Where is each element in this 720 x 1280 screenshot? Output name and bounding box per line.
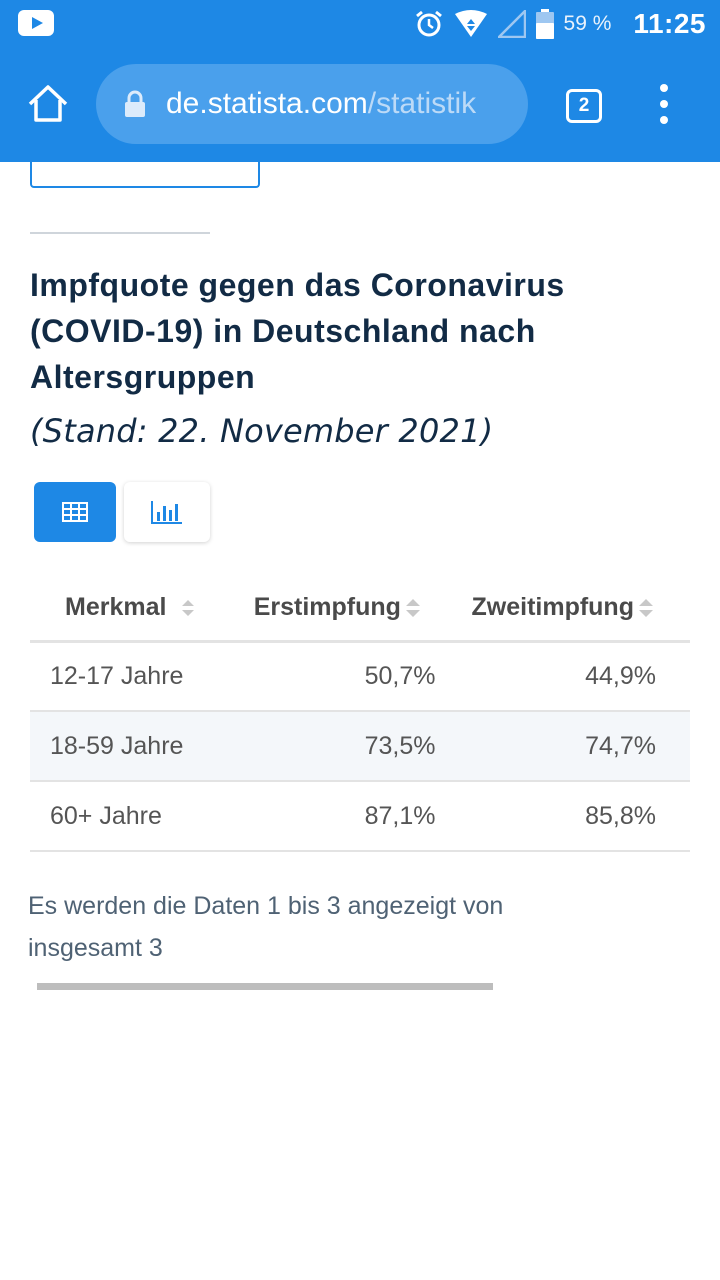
horizontal-scrollbar[interactable]	[37, 983, 493, 990]
clock: 11:25	[633, 8, 706, 39]
column-header-erstimpfung[interactable]: Erstimpfung	[236, 575, 456, 643]
cell-erstimpfung: 87,1%	[236, 781, 456, 852]
alarm-icon	[415, 10, 442, 37]
youtube-notification-icon	[18, 10, 54, 36]
cell-zweitimpfung: 44,9%	[455, 641, 690, 712]
sort-icon	[638, 599, 653, 618]
bar-chart-icon	[151, 501, 182, 524]
cell-erstimpfung: 73,5%	[236, 711, 456, 782]
tabs-button[interactable]: 2	[566, 89, 602, 123]
url-text: de.statista.com/statistik	[166, 87, 476, 121]
battery-icon	[535, 9, 554, 39]
data-table: Merkmal Erstimpfung Zweitimpfung 12-17 J…	[30, 575, 690, 852]
column-header-zweitimpfung[interactable]: Zweitimpfung	[455, 575, 690, 643]
cell-zweitimpfung: 74,7%	[455, 711, 690, 782]
battery-percent: 59 %	[563, 12, 612, 35]
cell-erstimpfung: 50,7%	[236, 641, 456, 712]
table-row: 12-17 Jahre 50,7% 44,9%	[30, 641, 690, 712]
signal-icon	[497, 10, 526, 38]
table-view-button[interactable]	[34, 482, 116, 542]
url-bar[interactable]: de.statista.com/statistik	[96, 64, 528, 144]
sort-icon	[405, 599, 420, 618]
page-subtitle: (Stand: 22. November 2021)	[30, 412, 494, 450]
view-toggle	[34, 482, 210, 542]
column-header-merkmal[interactable]: Merkmal	[30, 575, 237, 643]
info-line-2: insgesamt 3	[28, 934, 163, 962]
status-icons: 59 % 11:25	[414, 4, 706, 44]
browser-toolbar: de.statista.com/statistik 2	[0, 48, 720, 162]
column-header-label: Erstimpfung	[253, 592, 401, 621]
cell-merkmal: 18-59 Jahre	[30, 711, 237, 782]
sort-icon	[182, 600, 195, 617]
url-host: de.statista.com	[166, 87, 368, 120]
chart-view-button[interactable]	[124, 482, 210, 542]
table-row: 18-59 Jahre 73,5% 74,7%	[30, 711, 690, 782]
divider	[30, 232, 210, 234]
url-path: /statistik	[367, 87, 477, 120]
lock-icon	[125, 90, 145, 117]
table-header-row: Merkmal Erstimpfung Zweitimpfung	[30, 575, 690, 643]
cell-merkmal: 12-17 Jahre	[30, 641, 237, 712]
cell-merkmal: 60+ Jahre	[30, 781, 237, 852]
column-header-label: Merkmal	[65, 592, 167, 621]
table-row: 60+ Jahre 87,1% 85,8%	[30, 781, 690, 852]
table-icon	[62, 502, 88, 522]
home-icon[interactable]	[26, 82, 70, 126]
info-line-1: Es werden die Daten 1 bis 3 angezeigt vo…	[28, 892, 504, 920]
table-info-text: Es werden die Daten 1 bis 3 angezeigt vo…	[28, 885, 588, 969]
tab-count: 2	[578, 95, 590, 116]
wifi-icon	[454, 10, 487, 37]
more-vert-icon[interactable]	[650, 84, 678, 124]
status-bar: 59 % 11:25	[0, 0, 720, 48]
column-header-label: Zweitimpfung	[471, 592, 634, 621]
cell-zweitimpfung: 85,8%	[455, 781, 690, 852]
outlined-button-partial[interactable]	[30, 150, 260, 188]
page-title: Impfquote gegen das Coronavirus (COVID-1…	[30, 267, 565, 395]
top-bar: 59 % 11:25 de.statista.com/statistik 2	[0, 0, 720, 162]
